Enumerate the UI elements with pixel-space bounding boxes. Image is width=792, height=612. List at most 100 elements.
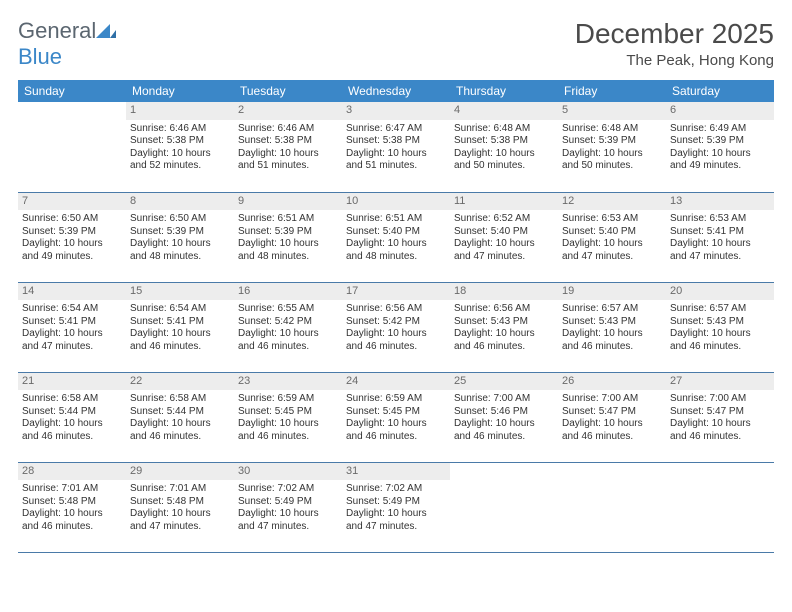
day-info: Sunrise: 6:51 AMSunset: 5:39 PMDaylight:… bbox=[238, 213, 338, 263]
day-info: Sunrise: 7:02 AMSunset: 5:49 PMDaylight:… bbox=[238, 483, 338, 533]
weekday-header-row: SundayMondayTuesdayWednesdayThursdayFrid… bbox=[18, 80, 774, 102]
day-number: 24 bbox=[342, 373, 450, 391]
calendar-cell: . bbox=[450, 462, 558, 552]
calendar-cell: . bbox=[666, 462, 774, 552]
day-info: Sunrise: 6:53 AMSunset: 5:40 PMDaylight:… bbox=[562, 213, 662, 263]
day-number: 15 bbox=[126, 283, 234, 301]
day-number: 22 bbox=[126, 373, 234, 391]
day-info: Sunrise: 6:48 AMSunset: 5:38 PMDaylight:… bbox=[454, 123, 554, 173]
calendar-cell: 25 Sunrise: 7:00 AMSunset: 5:46 PMDayligh… bbox=[450, 372, 558, 462]
day-info: Sunrise: 6:57 AMSunset: 5:43 PMDaylight:… bbox=[670, 303, 770, 353]
day-info: Sunrise: 6:48 AMSunset: 5:39 PMDaylight:… bbox=[562, 123, 662, 173]
calendar-cell: 5 Sunrise: 6:48 AMSunset: 5:39 PMDaylight… bbox=[558, 102, 666, 192]
calendar-cell: 11Sunrise: 6:52 AMSunset: 5:40 PMDayligh… bbox=[450, 192, 558, 282]
calendar-cell: . bbox=[558, 462, 666, 552]
day-number: 6 bbox=[666, 102, 774, 120]
day-info: Sunrise: 6:59 AMSunset: 5:45 PMDaylight:… bbox=[346, 393, 446, 443]
calendar-cell: 23Sunrise: 6:59 AMSunset: 5:45 PMDayligh… bbox=[234, 372, 342, 462]
day-number: 3 bbox=[342, 102, 450, 120]
day-number: 8 bbox=[126, 193, 234, 211]
logo-part1: General bbox=[18, 18, 96, 43]
day-number: 18 bbox=[450, 283, 558, 301]
day-number: 21 bbox=[18, 373, 126, 391]
day-info: Sunrise: 6:47 AMSunset: 5:38 PMDaylight:… bbox=[346, 123, 446, 173]
calendar-cell: 24 Sunrise: 6:59 AMSunset: 5:45 PMDayligh… bbox=[342, 372, 450, 462]
day-info: Sunrise: 6:51 AMSunset: 5:40 PMDaylight:… bbox=[346, 213, 446, 263]
page-title: December 2025 bbox=[575, 18, 774, 50]
calendar-cell: 4 Sunrise: 6:48 AMSunset: 5:38 PMDaylight… bbox=[450, 102, 558, 192]
calendar-cell: 18 Sunrise: 6:56 AMSunset: 5:43 PMDayligh… bbox=[450, 282, 558, 372]
day-info: Sunrise: 7:00 AMSunset: 5:47 PMDaylight:… bbox=[562, 393, 662, 443]
calendar-cell: 17Sunrise: 6:56 AMSunset: 5:42 PMDayligh… bbox=[342, 282, 450, 372]
calendar-cell: 22Sunrise: 6:58 AMSunset: 5:44 PMDayligh… bbox=[126, 372, 234, 462]
logo-mark-icon bbox=[96, 18, 116, 32]
day-info: Sunrise: 7:02 AMSunset: 5:49 PMDaylight:… bbox=[346, 483, 446, 533]
day-info: Sunrise: 6:55 AMSunset: 5:42 PMDaylight:… bbox=[238, 303, 338, 353]
calendar-cell: 12 Sunrise: 6:53 AMSunset: 5:40 PMDayligh… bbox=[558, 192, 666, 282]
day-number: 31 bbox=[342, 463, 450, 481]
day-number: 27 bbox=[666, 373, 774, 391]
day-info: Sunrise: 6:49 AMSunset: 5:39 PMDaylight:… bbox=[670, 123, 770, 173]
calendar-cell: 8Sunrise: 6:50 AMSunset: 5:39 PMDaylight… bbox=[126, 192, 234, 282]
day-number: 10 bbox=[342, 193, 450, 211]
calendar-cell: 16Sunrise: 6:55 AMSunset: 5:42 PMDayligh… bbox=[234, 282, 342, 372]
calendar-cell: 9 Sunrise: 6:51 AMSunset: 5:39 PMDaylight… bbox=[234, 192, 342, 282]
day-info: Sunrise: 7:01 AMSunset: 5:48 PMDaylight:… bbox=[22, 483, 122, 533]
calendar-cell: 28 Sunrise: 7:01 AMSunset: 5:48 PMDayligh… bbox=[18, 462, 126, 552]
weekday-header: Friday bbox=[558, 80, 666, 102]
day-number: 5 bbox=[558, 102, 666, 120]
day-info: Sunrise: 6:46 AMSunset: 5:38 PMDaylight:… bbox=[130, 123, 230, 173]
day-number: 14 bbox=[18, 283, 126, 301]
weekday-header: Saturday bbox=[666, 80, 774, 102]
calendar-row: 28 Sunrise: 7:01 AMSunset: 5:48 PMDayligh… bbox=[18, 462, 774, 552]
header: GeneralBlue December 2025 The Peak, Hong… bbox=[18, 18, 774, 70]
day-number: 25 bbox=[450, 373, 558, 391]
logo: GeneralBlue bbox=[18, 18, 116, 70]
calendar-cell: 30 Sunrise: 7:02 AMSunset: 5:49 PMDayligh… bbox=[234, 462, 342, 552]
day-info: Sunrise: 6:54 AMSunset: 5:41 PMDaylight:… bbox=[22, 303, 122, 353]
calendar-cell: 15 Sunrise: 6:54 AMSunset: 5:41 PMDayligh… bbox=[126, 282, 234, 372]
calendar-cell: . bbox=[18, 102, 126, 192]
logo-part2: Blue bbox=[18, 44, 62, 69]
calendar-cell: 31 Sunrise: 7:02 AMSunset: 5:49 PMDayligh… bbox=[342, 462, 450, 552]
day-info: Sunrise: 6:52 AMSunset: 5:40 PMDaylight:… bbox=[454, 213, 554, 263]
calendar-cell: 29Sunrise: 7:01 AMSunset: 5:48 PMDayligh… bbox=[126, 462, 234, 552]
location-label: The Peak, Hong Kong bbox=[575, 52, 774, 69]
day-info: Sunrise: 6:57 AMSunset: 5:43 PMDaylight:… bbox=[562, 303, 662, 353]
weekday-header: Tuesday bbox=[234, 80, 342, 102]
day-number: 28 bbox=[18, 463, 126, 481]
day-info: Sunrise: 7:00 AMSunset: 5:47 PMDaylight:… bbox=[670, 393, 770, 443]
day-number: 30 bbox=[234, 463, 342, 481]
calendar-cell: 14 Sunrise: 6:54 AMSunset: 5:41 PMDayligh… bbox=[18, 282, 126, 372]
day-number: 13 bbox=[666, 193, 774, 211]
day-number: 23 bbox=[234, 373, 342, 391]
day-number: 4 bbox=[450, 102, 558, 120]
day-info: Sunrise: 6:56 AMSunset: 5:43 PMDaylight:… bbox=[454, 303, 554, 353]
calendar-cell: 7Sunrise: 6:50 AMSunset: 5:39 PMDaylight… bbox=[18, 192, 126, 282]
day-info: Sunrise: 6:46 AMSunset: 5:38 PMDaylight:… bbox=[238, 123, 338, 173]
day-number: 12 bbox=[558, 193, 666, 211]
calendar-table: SundayMondayTuesdayWednesdayThursdayFrid… bbox=[18, 80, 774, 553]
calendar-cell: 19 Sunrise: 6:57 AMSunset: 5:43 PMDayligh… bbox=[558, 282, 666, 372]
calendar-cell: 3 Sunrise: 6:47 AMSunset: 5:38 PMDaylight… bbox=[342, 102, 450, 192]
weekday-header: Sunday bbox=[18, 80, 126, 102]
weekday-header: Monday bbox=[126, 80, 234, 102]
calendar-row: .1Sunrise: 6:46 AMSunset: 5:38 PMDayligh… bbox=[18, 102, 774, 192]
weekday-header: Wednesday bbox=[342, 80, 450, 102]
day-info: Sunrise: 6:58 AMSunset: 5:44 PMDaylight:… bbox=[22, 393, 122, 443]
calendar-cell: 10 Sunrise: 6:51 AMSunset: 5:40 PMDayligh… bbox=[342, 192, 450, 282]
day-info: Sunrise: 6:50 AMSunset: 5:39 PMDaylight:… bbox=[22, 213, 122, 263]
title-block: December 2025 The Peak, Hong Kong bbox=[575, 18, 774, 69]
day-info: Sunrise: 6:56 AMSunset: 5:42 PMDaylight:… bbox=[346, 303, 446, 353]
day-number: 9 bbox=[234, 193, 342, 211]
day-number: 29 bbox=[126, 463, 234, 481]
calendar-cell: 27 Sunrise: 7:00 AMSunset: 5:47 PMDayligh… bbox=[666, 372, 774, 462]
day-info: Sunrise: 6:54 AMSunset: 5:41 PMDaylight:… bbox=[130, 303, 230, 353]
day-number: 26 bbox=[558, 373, 666, 391]
day-number: 20 bbox=[666, 283, 774, 301]
calendar-row: 7Sunrise: 6:50 AMSunset: 5:39 PMDaylight… bbox=[18, 192, 774, 282]
day-number: 19 bbox=[558, 283, 666, 301]
day-info: Sunrise: 7:00 AMSunset: 5:46 PMDaylight:… bbox=[454, 393, 554, 443]
calendar-cell: 1Sunrise: 6:46 AMSunset: 5:38 PMDaylight… bbox=[126, 102, 234, 192]
calendar-cell: 13Sunrise: 6:53 AMSunset: 5:41 PMDayligh… bbox=[666, 192, 774, 282]
